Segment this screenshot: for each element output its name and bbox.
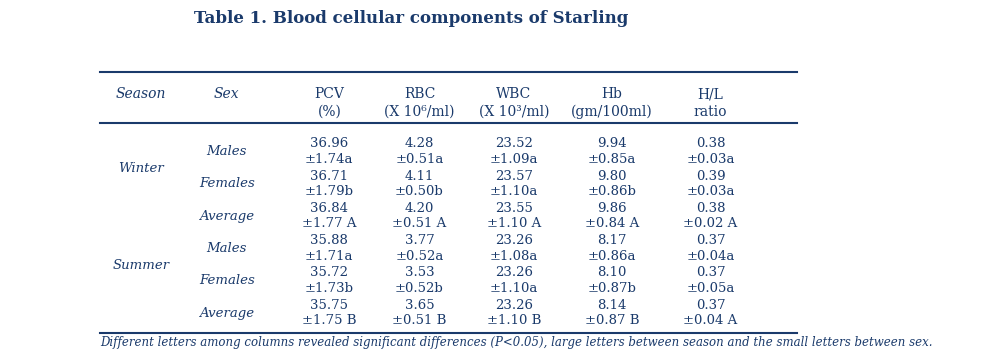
Text: ±0.04a: ±0.04a <box>686 250 735 263</box>
Text: ±0.86a: ±0.86a <box>587 250 637 263</box>
Text: 23.26: 23.26 <box>495 234 532 247</box>
Text: (X 10³/ml): (X 10³/ml) <box>478 105 549 119</box>
Text: ±1.09a: ±1.09a <box>489 153 538 166</box>
Text: Males: Males <box>207 242 247 255</box>
Text: ±1.10a: ±1.10a <box>490 282 538 295</box>
Text: Season: Season <box>115 87 166 102</box>
Text: ±1.74a: ±1.74a <box>305 153 353 166</box>
Text: (X 10⁶/ml): (X 10⁶/ml) <box>384 105 455 119</box>
Text: Average: Average <box>200 210 255 223</box>
Text: ±0.50b: ±0.50b <box>396 185 444 198</box>
Text: ±0.52a: ±0.52a <box>396 250 444 263</box>
Text: 9.80: 9.80 <box>597 170 627 183</box>
Text: 35.75: 35.75 <box>310 299 348 312</box>
Text: Females: Females <box>199 274 255 287</box>
Text: Winter: Winter <box>118 162 163 176</box>
Text: ±0.52b: ±0.52b <box>396 282 444 295</box>
Text: H/L: H/L <box>698 87 723 102</box>
Text: Table 1. Blood cellular components of Starling: Table 1. Blood cellular components of St… <box>194 11 629 28</box>
Text: 35.88: 35.88 <box>310 234 348 247</box>
Text: 23.55: 23.55 <box>495 202 532 215</box>
Text: ±1.08a: ±1.08a <box>490 250 538 263</box>
Text: 8.17: 8.17 <box>597 234 627 247</box>
Text: 36.96: 36.96 <box>310 137 348 150</box>
Text: 35.72: 35.72 <box>310 267 348 279</box>
Text: 9.86: 9.86 <box>597 202 627 215</box>
Text: 4.11: 4.11 <box>404 170 434 183</box>
Text: PCV: PCV <box>314 87 344 102</box>
Text: 3.65: 3.65 <box>404 299 434 312</box>
Text: (%): (%) <box>318 105 341 119</box>
Text: (gm/100ml): (gm/100ml) <box>572 105 653 119</box>
Text: Summer: Summer <box>112 259 169 272</box>
Text: ±0.51 A: ±0.51 A <box>393 217 447 230</box>
Text: RBC: RBC <box>403 87 435 102</box>
Text: 0.37: 0.37 <box>696 299 725 312</box>
Text: ±0.05a: ±0.05a <box>686 282 735 295</box>
Text: 4.20: 4.20 <box>404 202 434 215</box>
Text: ±0.84 A: ±0.84 A <box>585 217 640 230</box>
Text: 9.94: 9.94 <box>597 137 627 150</box>
Text: 23.26: 23.26 <box>495 299 532 312</box>
Text: Females: Females <box>199 177 255 190</box>
Text: 0.37: 0.37 <box>696 267 725 279</box>
Text: ±1.71a: ±1.71a <box>305 250 353 263</box>
Text: 0.37: 0.37 <box>696 234 725 247</box>
Text: ±0.86b: ±0.86b <box>587 185 637 198</box>
Text: ratio: ratio <box>694 105 727 119</box>
Text: ±1.75 B: ±1.75 B <box>302 314 356 327</box>
Text: ±1.10 A: ±1.10 A <box>487 217 541 230</box>
Text: 0.38: 0.38 <box>696 137 725 150</box>
Text: Hb: Hb <box>601 87 623 102</box>
Text: ±1.10 B: ±1.10 B <box>486 314 541 327</box>
Text: 0.38: 0.38 <box>696 202 725 215</box>
Text: ±1.10a: ±1.10a <box>490 185 538 198</box>
Text: 23.26: 23.26 <box>495 267 532 279</box>
Text: ±0.85a: ±0.85a <box>588 153 637 166</box>
Text: Average: Average <box>200 307 255 320</box>
Text: ±1.73b: ±1.73b <box>305 282 354 295</box>
Text: WBC: WBC <box>496 87 531 102</box>
Text: 0.39: 0.39 <box>696 170 725 183</box>
Text: 3.77: 3.77 <box>404 234 434 247</box>
Text: Different letters among columns revealed significant differences (P<0.05), large: Different letters among columns revealed… <box>99 336 932 349</box>
Text: 8.10: 8.10 <box>597 267 627 279</box>
Text: ±0.03a: ±0.03a <box>686 153 735 166</box>
Text: ±0.04 A: ±0.04 A <box>684 314 738 327</box>
Text: ±0.02 A: ±0.02 A <box>684 217 738 230</box>
Text: ±0.87 B: ±0.87 B <box>584 314 640 327</box>
Text: 23.57: 23.57 <box>495 170 532 183</box>
Text: 8.14: 8.14 <box>597 299 627 312</box>
Text: 3.53: 3.53 <box>404 267 434 279</box>
Text: Sex: Sex <box>215 87 240 102</box>
Text: 36.84: 36.84 <box>310 202 348 215</box>
Text: 4.28: 4.28 <box>404 137 434 150</box>
Text: ±0.03a: ±0.03a <box>686 185 735 198</box>
Text: 36.71: 36.71 <box>310 170 348 183</box>
Text: ±1.77 A: ±1.77 A <box>302 217 356 230</box>
Text: Males: Males <box>207 145 247 158</box>
Text: ±0.51 B: ±0.51 B <box>393 314 447 327</box>
Text: 23.52: 23.52 <box>495 137 532 150</box>
Text: ±1.79b: ±1.79b <box>305 185 354 198</box>
Text: ±0.87b: ±0.87b <box>587 282 637 295</box>
Text: ±0.51a: ±0.51a <box>396 153 444 166</box>
